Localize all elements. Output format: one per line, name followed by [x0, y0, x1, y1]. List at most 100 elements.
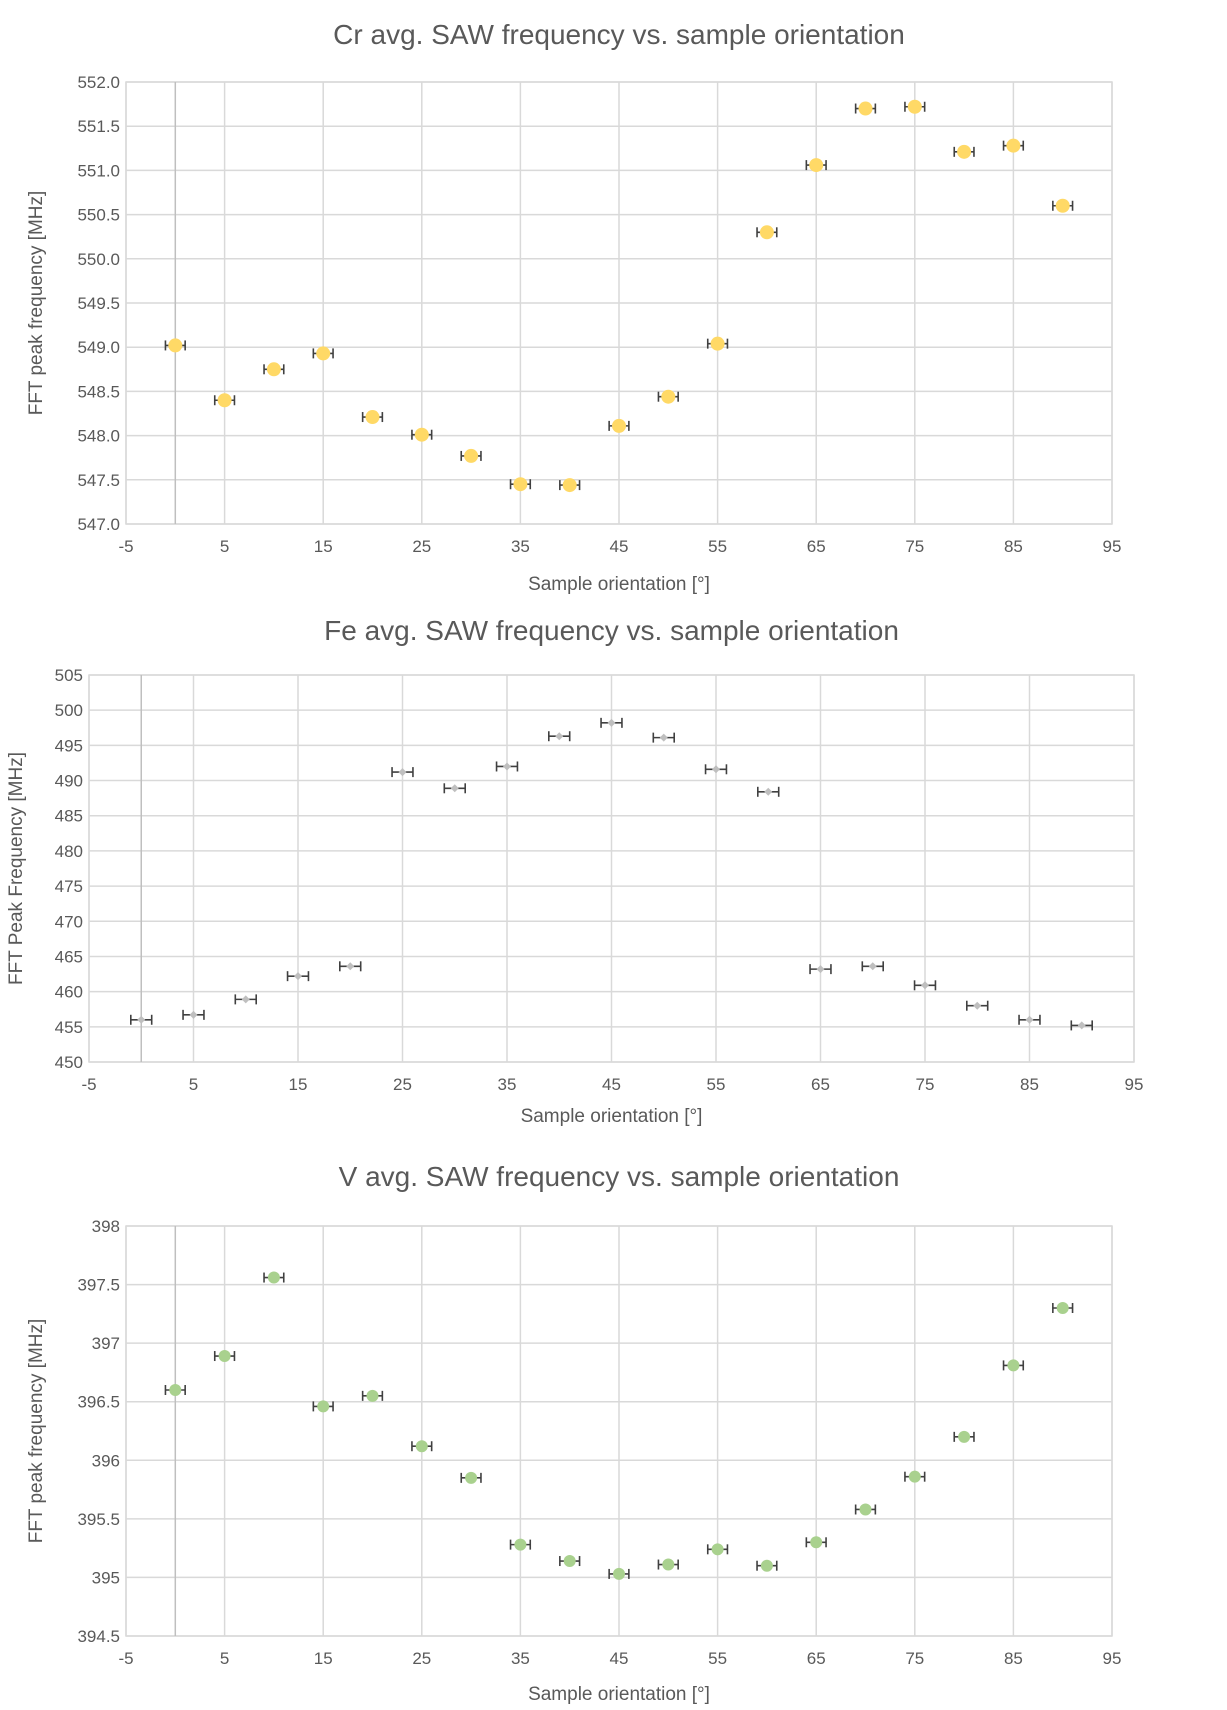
- x-tick-label: 5: [220, 1649, 229, 1668]
- data-point: [907, 99, 922, 114]
- x-tick-label: 95: [1125, 1075, 1144, 1094]
- data-point: [317, 1400, 330, 1413]
- y-tick-label: 495: [55, 736, 83, 755]
- x-tick-label: 85: [1004, 1649, 1023, 1668]
- data-point: [1056, 1302, 1069, 1314]
- data-point: [241, 995, 250, 1004]
- x-tick-label: 35: [511, 537, 530, 556]
- y-tick-label: 470: [55, 912, 83, 931]
- data-point: [908, 1470, 921, 1483]
- data-point: [858, 101, 873, 116]
- data-point: [1025, 1015, 1034, 1024]
- y-axis-label: FFT peak frequency [MHz]: [26, 1319, 47, 1544]
- y-tick-label: 450: [55, 1053, 83, 1072]
- data-point: [607, 718, 616, 727]
- chart-0: Cr avg. SAW frequency vs. sample orienta…: [26, 19, 1121, 595]
- data-point: [217, 393, 232, 408]
- y-tick-label: 397: [92, 1334, 120, 1353]
- x-tick-label: 65: [807, 1649, 826, 1668]
- data-point: [266, 362, 281, 377]
- y-tick-label: 551.0: [77, 161, 120, 180]
- x-axis-label: Sample orientation [°]: [528, 1684, 710, 1705]
- data-point: [661, 389, 676, 404]
- y-tick-label: 549.5: [77, 294, 120, 313]
- data-point: [712, 765, 720, 774]
- data-point: [921, 981, 929, 990]
- data-point: [267, 1271, 280, 1284]
- y-tick-label: 396: [92, 1451, 120, 1470]
- x-tick-label: 35: [511, 1649, 530, 1668]
- y-tick-label: 396.5: [77, 1393, 120, 1412]
- x-tick-label: -5: [81, 1075, 96, 1094]
- chart-1: Fe avg. SAW frequency vs. sample orienta…: [6, 615, 1143, 1127]
- data-point: [465, 1471, 478, 1484]
- x-tick-label: 95: [1103, 537, 1122, 556]
- x-tick-label: 25: [412, 1649, 431, 1668]
- y-tick-label: 547.0: [77, 515, 120, 534]
- x-tick-label: 65: [811, 1075, 830, 1094]
- x-tick-label: 5: [189, 1075, 198, 1094]
- x-tick-label: 85: [1004, 537, 1023, 556]
- x-tick-label: 75: [916, 1075, 935, 1094]
- y-tick-label: 548.0: [77, 427, 120, 446]
- y-tick-label: 549.0: [77, 338, 120, 357]
- data-point: [1006, 138, 1021, 153]
- data-point: [450, 784, 459, 793]
- y-tick-label: 551.5: [77, 117, 120, 136]
- data-point: [958, 1430, 971, 1443]
- data-point: [169, 1384, 182, 1396]
- y-tick-label: 395: [92, 1568, 120, 1587]
- x-tick-label: 45: [602, 1075, 621, 1094]
- data-point: [294, 972, 302, 981]
- x-tick-label: 15: [314, 537, 333, 556]
- data-point: [613, 1567, 625, 1580]
- y-tick-label: 548.5: [77, 382, 120, 401]
- y-tick-label: 550.5: [77, 206, 120, 225]
- data-point: [514, 1538, 527, 1551]
- data-point: [816, 965, 825, 974]
- y-tick-label: 460: [55, 983, 83, 1002]
- y-axis-label: FFT Peak Frequency [MHz]: [6, 752, 27, 985]
- y-tick-label: 397.5: [77, 1276, 120, 1295]
- x-tick-label: -5: [118, 537, 133, 556]
- data-point: [563, 1555, 576, 1568]
- data-point: [760, 1559, 773, 1572]
- x-tick-label: 25: [393, 1075, 412, 1094]
- x-tick-label: 55: [708, 537, 727, 556]
- data-point: [810, 1536, 823, 1549]
- x-tick-label: -5: [118, 1649, 133, 1668]
- x-tick-label: 35: [498, 1075, 517, 1094]
- x-tick-label: 75: [905, 1649, 924, 1668]
- data-point: [346, 962, 355, 971]
- y-tick-label: 398: [92, 1217, 120, 1236]
- y-tick-label: 394.5: [77, 1627, 120, 1646]
- data-point: [809, 158, 824, 173]
- data-point: [503, 762, 511, 771]
- chart-title: Fe avg. SAW frequency vs. sample orienta…: [324, 615, 899, 646]
- x-tick-label: 65: [807, 537, 826, 556]
- data-point: [662, 1558, 675, 1571]
- x-axis-label: Sample orientation [°]: [528, 574, 710, 595]
- x-tick-label: 85: [1020, 1075, 1039, 1094]
- data-point: [415, 1440, 428, 1453]
- data-point: [513, 477, 528, 492]
- data-point: [562, 478, 577, 493]
- x-axis-label: Sample orientation [°]: [521, 1106, 703, 1127]
- data-point: [859, 1503, 872, 1516]
- y-tick-label: 550.0: [77, 250, 120, 269]
- data-point: [365, 410, 380, 425]
- data-point: [414, 427, 429, 442]
- x-tick-label: 75: [905, 537, 924, 556]
- y-tick-label: 465: [55, 947, 83, 966]
- data-point: [555, 732, 564, 741]
- data-point: [316, 346, 331, 361]
- chart-title: V avg. SAW frequency vs. sample orientat…: [339, 1161, 900, 1192]
- y-tick-label: 500: [55, 701, 83, 720]
- data-point: [973, 1001, 982, 1010]
- data-point: [366, 1389, 379, 1402]
- x-tick-label: 45: [610, 1649, 629, 1668]
- x-tick-label: 55: [707, 1075, 726, 1094]
- y-tick-label: 475: [55, 877, 83, 896]
- y-tick-label: 480: [55, 842, 83, 861]
